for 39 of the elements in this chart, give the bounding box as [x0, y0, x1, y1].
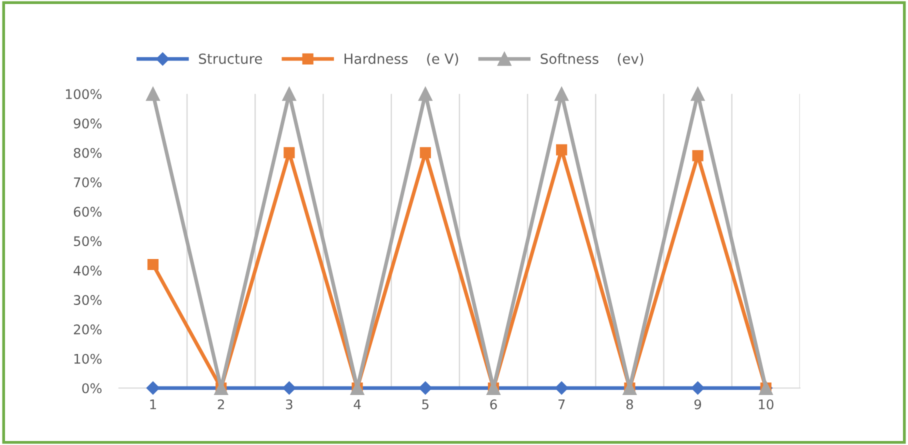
y-tick-label: 90% [74, 118, 102, 129]
x-tick-label: 9 [694, 399, 702, 410]
legend-label: Structure [199, 53, 262, 64]
point [147, 258, 159, 270]
y-tick-label: 80% [74, 148, 102, 158]
point [284, 147, 295, 158]
x-tick-label: 1 [150, 400, 156, 410]
x-tick-label: 5 [422, 400, 428, 410]
y-tick-label: 70% [74, 177, 102, 188]
point [282, 381, 296, 395]
x-tick-label: 8 [626, 399, 633, 410]
point [146, 86, 160, 101]
y-tick-label: 100% [66, 89, 102, 100]
point [420, 147, 431, 158]
x-tick-label: 6 [490, 399, 497, 410]
point [692, 150, 704, 162]
point [418, 381, 432, 395]
y-tick-label: 30% [74, 295, 102, 305]
point [418, 86, 432, 101]
legend-label: Softness (ev) [540, 53, 644, 66]
x-tick-label: 2 [218, 399, 224, 410]
y-tick-label: 0% [82, 383, 102, 394]
x-tick-label: 3 [286, 399, 292, 410]
point [691, 381, 704, 395]
point [690, 86, 705, 101]
point [555, 381, 568, 395]
y-tick-label: 10% [74, 354, 102, 364]
x-tick-label: 10 [758, 399, 774, 410]
y-tick-label: 40% [74, 266, 102, 276]
y-tick-label: 60% [74, 206, 102, 217]
point [554, 86, 569, 101]
point [146, 381, 160, 395]
y-tick-label: 20% [74, 324, 102, 334]
legend-label: Hardness (e V) [344, 53, 458, 66]
point [556, 144, 568, 156]
x-tick-label: 4 [354, 400, 361, 410]
point [282, 86, 296, 101]
x-tick-label: 7 [558, 400, 565, 410]
y-tick-label: 50% [74, 236, 102, 246]
